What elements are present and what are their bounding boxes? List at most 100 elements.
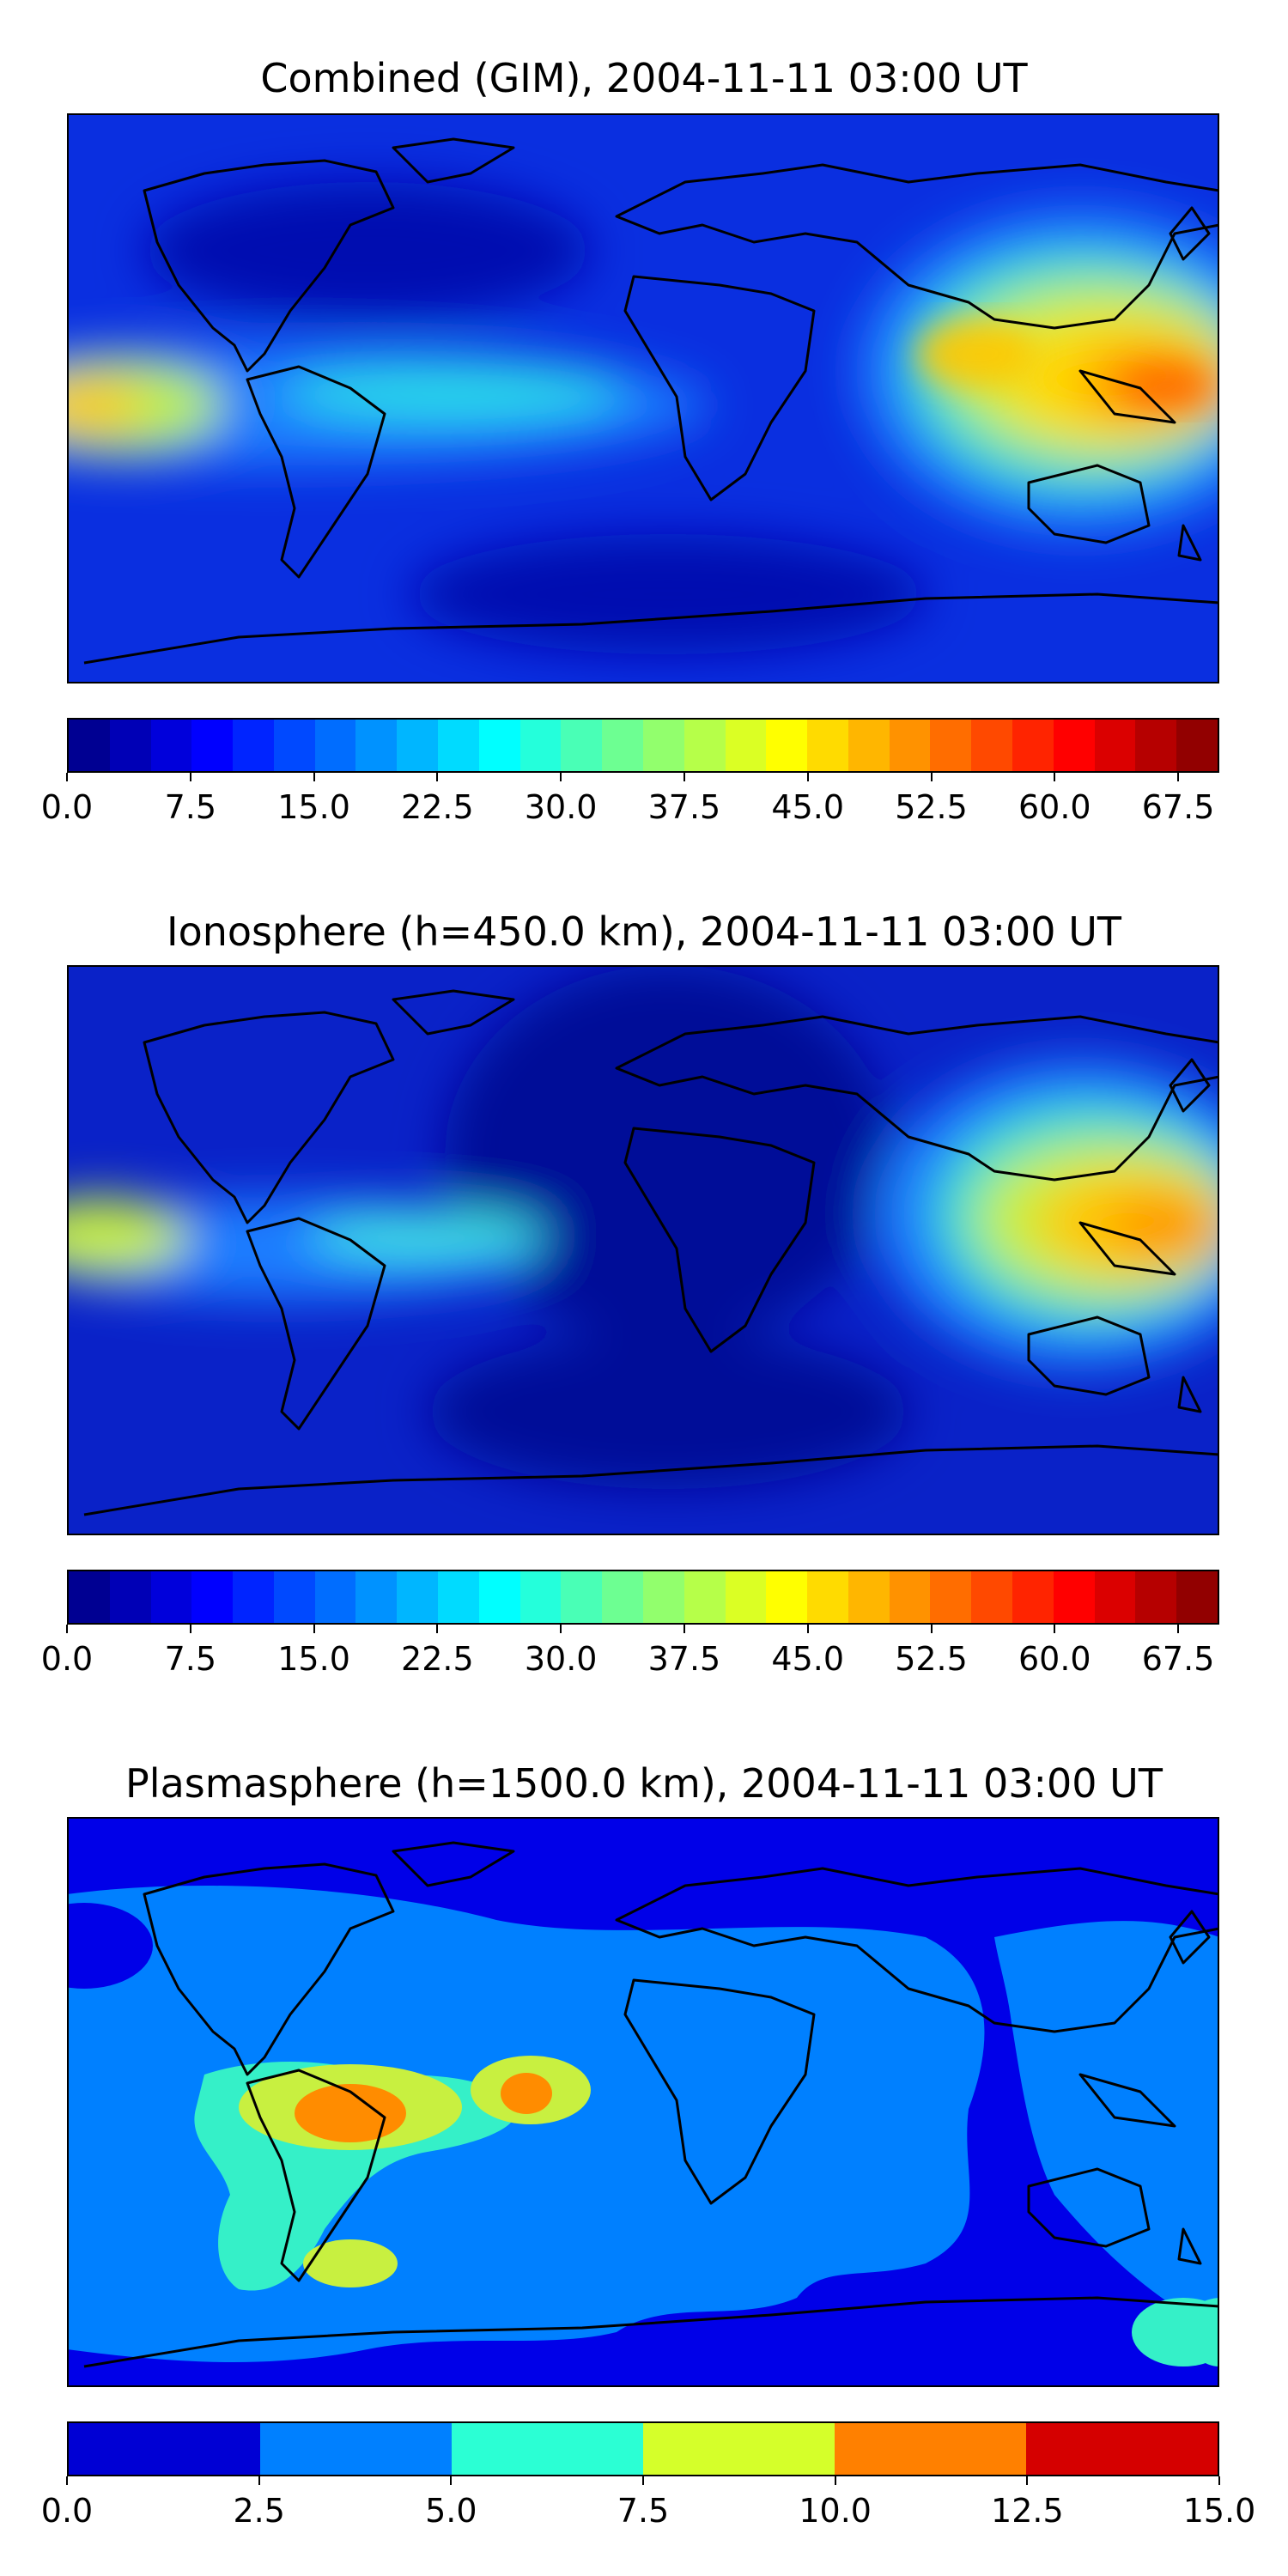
colorbar-tick-mark (66, 2476, 68, 2485)
colorbar-segment (930, 1571, 972, 1623)
colorbar-segment (397, 1571, 439, 1623)
colorbar-tick-mark (189, 1625, 191, 1633)
colorbar-segment (314, 1571, 356, 1623)
colorbar-segment (835, 2423, 1026, 2475)
colorbar-segment (643, 2423, 835, 2475)
map-plasmasphere (67, 1817, 1219, 2387)
colorbar-tick-mark (806, 1625, 809, 1633)
colorbar-segment (848, 1571, 890, 1623)
colorbar-tick-mark (436, 1625, 439, 1633)
colorbar-tick-label: 7.5 (617, 2492, 670, 2530)
colorbar-segment (971, 720, 1012, 771)
colorbar-tick-mark (1026, 2476, 1029, 2485)
colorbar-segment (273, 1571, 315, 1623)
colorbar-segment (109, 720, 151, 771)
colorbar-segment (150, 1571, 192, 1623)
colorbar-segment (561, 1571, 603, 1623)
colorbar-segment (1053, 1571, 1095, 1623)
colorbar-tick-mark (834, 2476, 836, 2485)
colorbar-ticks-ionosphere: 0.0 7.5 15.0 22.5 30.0 37.5 45.0 52.5 60.0 67.5 (41, 1625, 1219, 1678)
colorbar-tick-label: 52.5 (895, 788, 968, 826)
colorbar-tick-label: 15.0 (277, 788, 350, 826)
colorbar-segment (889, 1571, 931, 1623)
colorbar-segment (233, 720, 274, 771)
colorbar-segment (191, 720, 234, 771)
colorbar-tick-label: 10.0 (799, 2492, 872, 2530)
colorbar-tick-label: 0.0 (40, 788, 94, 826)
coastlines (83, 989, 1219, 1516)
colorbar-segment (930, 720, 972, 771)
colorbar-tick-label: 67.5 (1141, 1640, 1215, 1678)
colorbar-segment (807, 1571, 848, 1623)
colorbar-tick-mark (1054, 1625, 1056, 1633)
colorbar-tick-mark (560, 773, 562, 781)
colorbar-segment (1176, 720, 1218, 771)
colorbar-segment (69, 720, 110, 771)
colorbar-tick-label: 37.5 (647, 788, 721, 826)
colorbar-segment (273, 720, 315, 771)
colorbar-tick-label: 15.0 (277, 1640, 350, 1678)
colorbar-segment (683, 1571, 726, 1623)
colorbar-tick-mark (313, 773, 315, 781)
colorbar-segment (150, 720, 192, 771)
colorbar-segment (725, 720, 767, 771)
colorbar-tick-label: 45.0 (771, 788, 845, 826)
colorbar-tick-label: 12.5 (991, 2492, 1064, 2530)
colorbar-segment (971, 1571, 1012, 1623)
colorbar-tick-label: 0.0 (40, 1640, 94, 1678)
colorbar-segment (519, 720, 562, 771)
colorbar-segment (848, 720, 890, 771)
colorbar-tick-label: 22.5 (401, 788, 474, 826)
colorbar-ticks-combined: 0.0 7.5 15.0 22.5 30.0 37.5 45.0 52.5 60.0 67.5 (41, 773, 1219, 826)
colorbar-tick-mark (806, 773, 809, 781)
panel-title-ionosphere: Ionosphere (h=450.0 km), 2004-11-11 03:0… (167, 908, 1121, 955)
colorbar-segment (642, 1571, 684, 1623)
colorbar-segment (1012, 720, 1054, 771)
colorbar-tick-label: 45.0 (771, 1640, 845, 1678)
colorbar-segment (452, 2423, 643, 2475)
colorbar-tick-label: 30.0 (524, 1640, 598, 1678)
colorbar-tick-mark (683, 1625, 685, 1633)
colorbar-tick-label: 2.5 (233, 2492, 285, 2530)
colorbar-ionosphere (67, 1570, 1219, 1625)
colorbar-combined (67, 718, 1219, 773)
colorbar-segment (478, 720, 520, 771)
colorbar-segment (725, 1571, 767, 1623)
colorbar-tick-mark (436, 773, 439, 781)
colorbar-segment (260, 2423, 452, 2475)
colorbar-tick-mark (930, 1625, 933, 1633)
colorbar-tick-mark (642, 2476, 644, 2485)
colorbar-tick-label: 30.0 (524, 788, 598, 826)
colorbar-segment (438, 1571, 479, 1623)
map-ionosphere (67, 965, 1219, 1535)
colorbar-segment (889, 720, 931, 771)
colorbar-tick-mark (66, 773, 68, 781)
colorbar-tick-mark (189, 773, 191, 781)
colorbar-tick-mark (1177, 773, 1180, 781)
colorbar-tick-mark (1177, 1625, 1180, 1633)
colorbar-segment (355, 1571, 398, 1623)
colorbar-tick-mark (258, 2476, 260, 2485)
colorbar-segment (69, 1571, 110, 1623)
colorbar-tick-mark (1054, 773, 1056, 781)
colorbar-segment (1176, 1571, 1218, 1623)
colorbar-segment (233, 1571, 274, 1623)
coastlines (83, 1841, 1219, 2368)
colorbar-segment (1135, 1571, 1177, 1623)
colorbar-tick-mark (66, 1625, 68, 1633)
colorbar-tick-mark (313, 1625, 315, 1633)
colorbar-tick-mark (1218, 2476, 1220, 2485)
colorbar-tick-label: 22.5 (401, 1640, 474, 1678)
colorbar-tick-label: 7.5 (164, 1640, 216, 1678)
colorbar-segment (69, 2423, 260, 2475)
colorbar-tick-label: 37.5 (647, 1640, 721, 1678)
colorbar-segment (1094, 720, 1136, 771)
colorbar-tick-label: 7.5 (164, 788, 216, 826)
panel-title-combined: Combined (GIM), 2004-11-11 03:00 UT (260, 55, 1028, 101)
colorbar-segment (478, 1571, 520, 1623)
colorbar-segment (355, 720, 398, 771)
colorbar-plasmasphere (67, 2421, 1219, 2476)
colorbar-segment (1012, 1571, 1054, 1623)
colorbar-segment (1053, 720, 1095, 771)
colorbar-segment (602, 1571, 643, 1623)
